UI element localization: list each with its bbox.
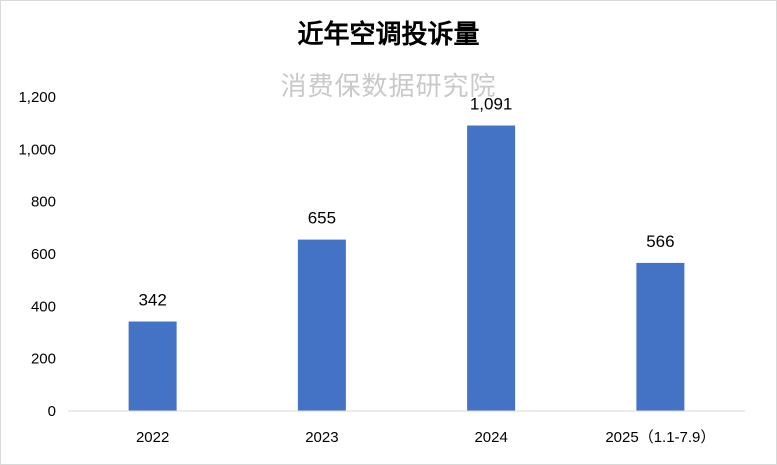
y-tick-label: 400 — [31, 298, 56, 315]
data-label: 655 — [308, 209, 336, 228]
y-tick-label: 1,200 — [18, 89, 56, 106]
data-label: 342 — [138, 291, 166, 310]
x-tick-label: 2024 — [474, 429, 507, 446]
y-tick-label: 800 — [31, 194, 56, 211]
y-tick-label: 200 — [31, 351, 56, 368]
bar — [128, 321, 177, 411]
x-axis-labels: 2022 2023 2024 2025（1.1-7.9） — [136, 429, 715, 446]
data-labels: 342 655 1,091 566 — [138, 95, 674, 310]
bar — [636, 262, 685, 411]
bar — [467, 125, 516, 411]
y-tick-label: 600 — [31, 246, 56, 263]
data-label: 566 — [646, 232, 674, 251]
bars — [128, 125, 685, 411]
x-tick-label: 2023 — [305, 429, 338, 446]
data-label: 1,091 — [470, 95, 513, 114]
x-tick-label: 2025（1.1-7.9） — [605, 429, 715, 446]
x-tick-label: 2022 — [136, 429, 169, 446]
bar — [297, 239, 346, 411]
y-axis: 0 200 400 600 800 1,000 1,200 — [18, 89, 56, 420]
y-tick-label: 1,000 — [18, 141, 56, 158]
y-tick-label: 0 — [48, 403, 56, 420]
chart-title: 近年空调投诉量 — [297, 20, 480, 50]
watermark-text: 消费保数据研究院 — [280, 72, 497, 102]
